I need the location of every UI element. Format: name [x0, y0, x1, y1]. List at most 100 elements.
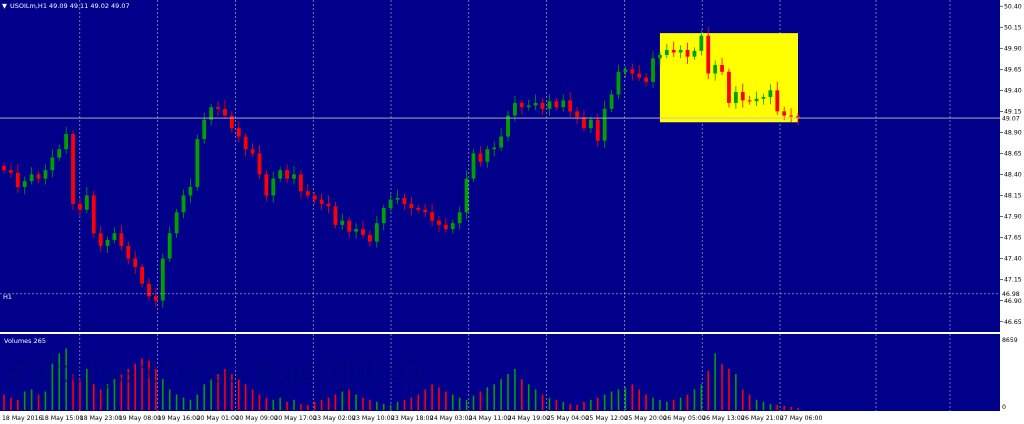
candle-body [789, 115, 793, 117]
x-tick-label: 19 May 16:00 [158, 415, 200, 422]
candle-body [678, 49, 683, 53]
x-tick-label: 20 May 17:00 [274, 415, 316, 422]
x-tick-label: 18 May 23:00 [80, 415, 122, 422]
candle-body [292, 174, 296, 179]
candle-body [15, 172, 20, 188]
candle-body [602, 108, 607, 141]
candle-body [768, 90, 773, 98]
candle-body [354, 229, 359, 232]
candle-body [485, 149, 490, 162]
x-tick-label: 20 May 01:00 [197, 415, 239, 422]
x-tick-label: 24 May 03:00 [430, 415, 472, 422]
candle-body [105, 240, 110, 246]
collapse-icon[interactable]: ▼ [2, 2, 7, 10]
candle-body [443, 224, 448, 230]
candle-body [181, 195, 186, 213]
candle-body [71, 134, 75, 204]
candle-body [22, 181, 27, 188]
period-tag: H1 [3, 293, 12, 301]
candle-body [464, 178, 469, 213]
candle-body [9, 170, 13, 173]
candle-body [78, 203, 82, 210]
candle-body [160, 258, 165, 301]
candle-body [685, 49, 690, 57]
candle-body [381, 208, 386, 224]
candle-body [29, 174, 34, 182]
candle-body [112, 233, 117, 241]
candle-body [519, 102, 524, 108]
candle-body [706, 35, 711, 74]
x-tick-label: 19 May 08:00 [119, 415, 161, 422]
y-tick-label: 47.90 [1004, 214, 1022, 221]
y-tick-label: 48.40 [1004, 172, 1022, 179]
candle-body [471, 153, 476, 179]
candle-body [588, 119, 593, 129]
x-tick-label: 26 May 05:00 [663, 415, 705, 422]
candle-body [733, 91, 738, 103]
candle-body [340, 220, 345, 225]
candle-body [188, 187, 193, 196]
candle-body [727, 71, 731, 103]
candle-body [126, 245, 131, 259]
candle-body [775, 90, 780, 112]
candle-body [423, 209, 428, 213]
candle-body [98, 233, 103, 246]
x-tick-label: 26 May 13:00 [702, 415, 744, 422]
candle-body [257, 153, 262, 175]
candle-body [305, 191, 310, 196]
candle-body [699, 35, 704, 51]
level-price-label: 46.98 [1002, 291, 1020, 298]
grid-lines [79, 0, 951, 411]
candle-body [133, 258, 138, 267]
candle-body [658, 54, 662, 59]
candle-body [361, 229, 365, 235]
y-tick-label: 48.65 [1004, 151, 1022, 158]
x-tick-label: 27 May 06:00 [780, 415, 822, 422]
symbol-header: USOILm,H1 49.09 49.11 49.02 49.07 [10, 2, 130, 10]
candle-body [202, 119, 207, 140]
candle-body [623, 69, 628, 72]
candle-body [250, 149, 255, 154]
y-tick-label: 49.90 [1004, 45, 1022, 52]
y-tick-label: 49.15 [1004, 109, 1022, 116]
candle-body [595, 119, 600, 141]
x-tick-label: 23 May 18:00 [391, 415, 433, 422]
candle-body [223, 108, 227, 116]
candle-body [264, 174, 269, 196]
candle-body [671, 49, 676, 53]
candle-body [664, 49, 669, 55]
candle-body [195, 139, 200, 188]
level-price-badge [1000, 289, 1024, 299]
y-tick-label: 48.15 [1004, 193, 1022, 200]
price-panel [0, 0, 1000, 332]
candle-body [140, 266, 144, 284]
candle-body [347, 220, 352, 232]
candle-body [84, 195, 89, 210]
y-tick-label: 49.40 [1004, 88, 1022, 95]
y-tick-label: 48.90 [1004, 130, 1022, 137]
candle-body [409, 203, 414, 209]
candle-body [720, 65, 724, 72]
y-tick-label: 47.40 [1004, 256, 1022, 263]
x-tick-label: 20 May 09:00 [235, 415, 277, 422]
candle-body [513, 102, 517, 116]
candle-body [437, 220, 441, 225]
candle-body [754, 98, 759, 102]
candle-body [312, 195, 317, 200]
candle-body [450, 223, 455, 230]
candle-body [692, 50, 697, 57]
volume-max-label: 8659 [1002, 337, 1018, 344]
candle-body [298, 174, 303, 192]
candle-body [713, 65, 718, 74]
candle-body [285, 170, 289, 179]
x-tick-label: 25 May 20:00 [624, 415, 666, 422]
candle-body [547, 101, 552, 109]
candle-body [395, 197, 400, 200]
candle-body [554, 101, 559, 108]
candle-body [630, 69, 635, 74]
x-tick-label: 25 May 12:00 [586, 415, 628, 422]
candle-body [568, 100, 573, 112]
candle-body [319, 199, 324, 204]
